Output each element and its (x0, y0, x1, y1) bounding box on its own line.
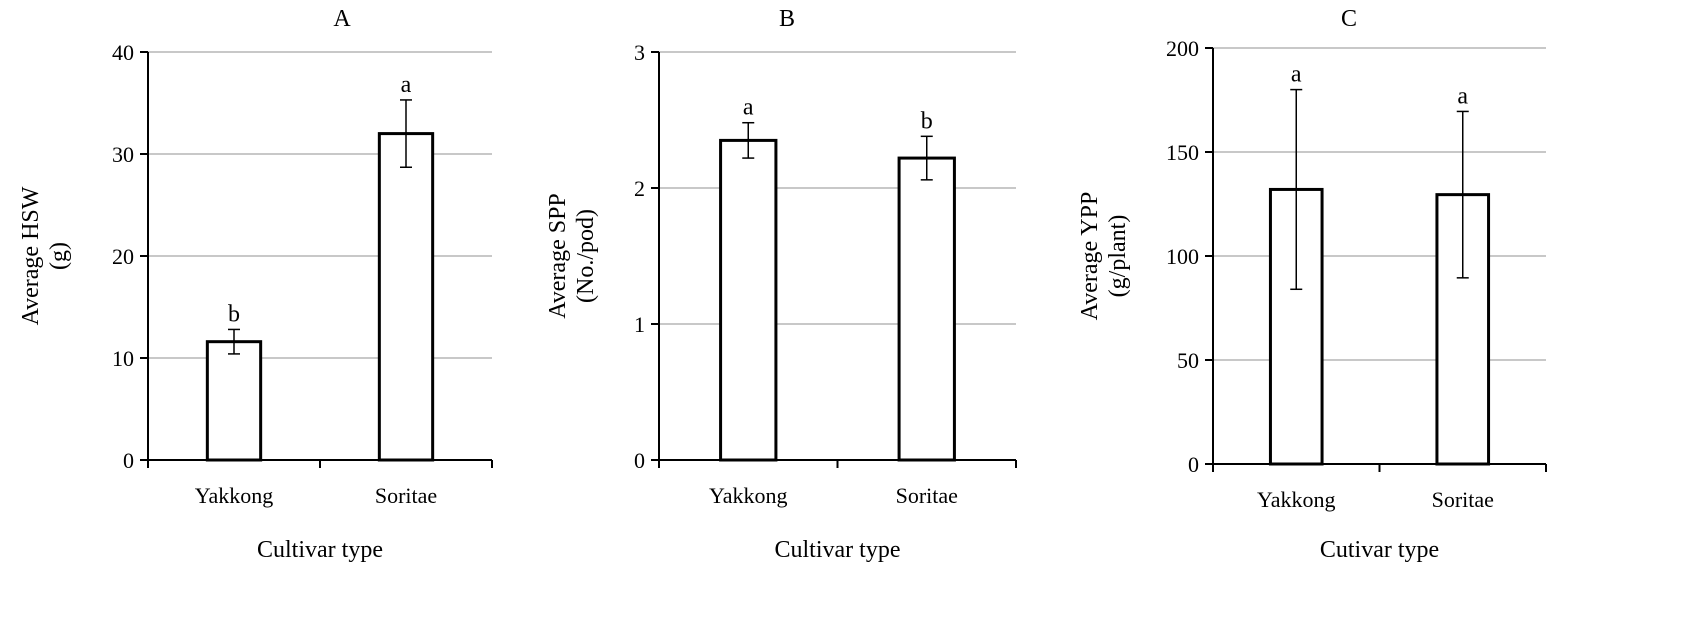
y-tick-label: 50 (1177, 348, 1199, 373)
significance-label: a (1291, 62, 1302, 88)
y-tick-label: 150 (1166, 140, 1199, 165)
y-axis-label-line: Average HSW (18, 186, 44, 325)
y-axis-label-line: (No./pod) (573, 209, 599, 303)
y-tick-label: 40 (112, 40, 134, 65)
chart-panel-a: A 0 10 20 30 40 b Yakkong a Soritae Cultivar type A… (18, 6, 493, 563)
significance-label: a (401, 72, 412, 98)
y-tick-label: 3 (634, 40, 645, 65)
y-axis-label: Average YPP(g/plant) (1077, 192, 1131, 321)
y-tick-label: 0 (1188, 452, 1199, 477)
x-axis-label: Cultivar type (257, 537, 383, 563)
x-tick-label: Soritae (1432, 487, 1494, 512)
chart-title: A (333, 6, 351, 32)
x-tick-label: Yakkong (195, 483, 273, 508)
chart-panel-b: B 0 1 2 3 a Yakkong b Soritae Cultivar type Averag… (545, 6, 1017, 563)
x-tick-label: Soritae (375, 483, 437, 508)
y-axis-label-line: Average YPP (1077, 192, 1103, 321)
y-tick-label: 0 (634, 448, 645, 473)
bar-soritae (897, 156, 956, 462)
y-tick-label: 1 (634, 312, 645, 337)
bar-soritae (377, 132, 435, 462)
y-tick-label: 20 (112, 244, 134, 269)
x-tick-label: Yakkong (1257, 487, 1335, 512)
significance-label: a (743, 95, 754, 121)
y-axis-label-line: Average SPP (545, 193, 571, 319)
bar-yakkong (1268, 187, 1324, 466)
y-tick-label: 30 (112, 142, 134, 167)
y-tick-label: 200 (1166, 36, 1199, 61)
x-axis-label: Cultivar type (775, 537, 901, 563)
significance-label: b (228, 301, 240, 327)
bar-yakkong (205, 340, 263, 462)
y-tick-label: 100 (1166, 244, 1199, 269)
y-axis-label-line: (g) (46, 242, 72, 270)
significance-label: a (1457, 83, 1468, 109)
y-axis-label-line: (g/plant) (1105, 215, 1131, 298)
significance-label: b (921, 108, 933, 134)
y-tick-label: 2 (634, 176, 645, 201)
x-tick-label: Yakkong (709, 483, 787, 508)
y-axis-label: Average HSW(g) (18, 186, 72, 325)
chart-panel-c: C 0 50 100 150 200 a Yakkong a Soritae Cutivar typ… (1077, 6, 1547, 563)
y-tick-label: 10 (112, 346, 134, 371)
chart-title: B (779, 6, 795, 32)
y-axis-label: Average SPP(No./pod) (545, 193, 599, 319)
y-tick-label: 0 (123, 448, 134, 473)
chart-title: C (1341, 6, 1357, 32)
x-tick-label: Soritae (896, 483, 958, 508)
x-axis-label: Cutivar type (1320, 537, 1439, 563)
bar-yakkong (719, 138, 778, 462)
